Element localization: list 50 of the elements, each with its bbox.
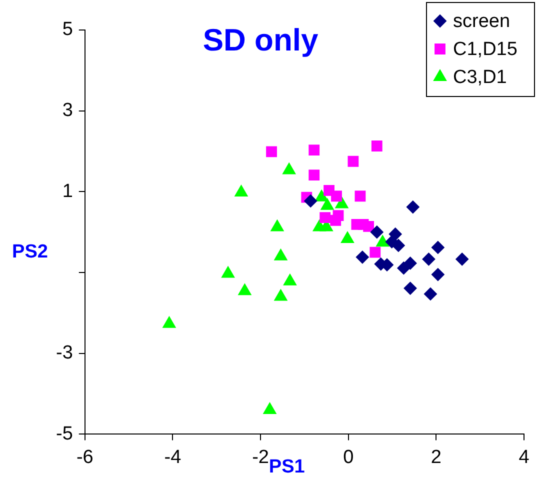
point [356,250,369,264]
legend-label: C1,D15 [453,39,518,60]
point [348,156,359,167]
point [431,240,444,254]
x-tick-label: -4 [164,446,182,468]
point [354,190,366,202]
point [304,194,318,208]
point [274,289,288,301]
x-tick-label: 0 [343,446,354,468]
chart-title: SD only [202,22,319,58]
y-tick-label: 1 [62,180,73,202]
point [392,238,405,252]
point [274,248,288,260]
point [358,218,369,230]
legend-label: C3,D1 [453,67,507,88]
x-tick-label: 2 [430,446,442,468]
point [308,170,320,181]
x-tick-label: -6 [76,446,94,468]
point [330,214,342,226]
point [266,146,277,158]
point [431,268,444,282]
point [263,402,276,414]
point [376,235,390,247]
point [238,284,252,296]
point [162,316,176,328]
point [404,256,417,270]
legend-label: screen [453,11,510,32]
point [370,246,381,258]
point [370,226,384,239]
point [422,252,436,266]
y-tick-label: -5 [56,423,73,444]
x-axis-title: PS1 [268,456,306,478]
point [283,274,297,286]
y-tick-label: 5 [62,19,73,40]
point [404,282,417,295]
point [221,266,235,278]
point [456,252,469,266]
point [424,287,437,300]
point [320,212,331,223]
point [397,262,410,275]
y-tick-label: -3 [56,342,73,364]
y-axis-title: PS2 [12,242,48,263]
point [270,220,284,232]
point [308,144,320,156]
x-tick-label: -2 [252,446,269,468]
point [371,140,382,152]
point [331,190,342,202]
point [406,200,420,214]
x-tick-label: 4 [518,446,530,468]
y-tick-label: 3 [62,100,73,122]
